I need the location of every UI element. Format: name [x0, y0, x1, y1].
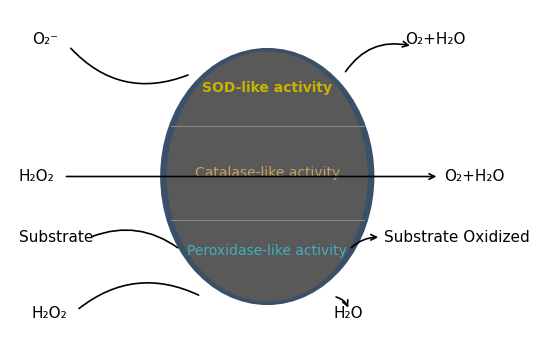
- Text: O₂+H₂O: O₂+H₂O: [444, 169, 505, 184]
- Text: Substrate Oxidized: Substrate Oxidized: [383, 230, 529, 245]
- Text: O₂+H₂O: O₂+H₂O: [405, 32, 465, 47]
- Ellipse shape: [160, 48, 375, 305]
- Text: H₂O₂: H₂O₂: [32, 306, 68, 321]
- Text: H₂O₂: H₂O₂: [18, 169, 54, 184]
- Text: SOD-like activity: SOD-like activity: [202, 81, 332, 95]
- Text: Peroxidase-like activity: Peroxidase-like activity: [187, 244, 347, 258]
- Ellipse shape: [167, 52, 368, 301]
- Text: Substrate: Substrate: [18, 230, 93, 245]
- Text: O₂⁻: O₂⁻: [32, 32, 58, 47]
- Text: Catalase-like activity: Catalase-like activity: [195, 166, 340, 180]
- Text: H₂O: H₂O: [333, 306, 363, 321]
